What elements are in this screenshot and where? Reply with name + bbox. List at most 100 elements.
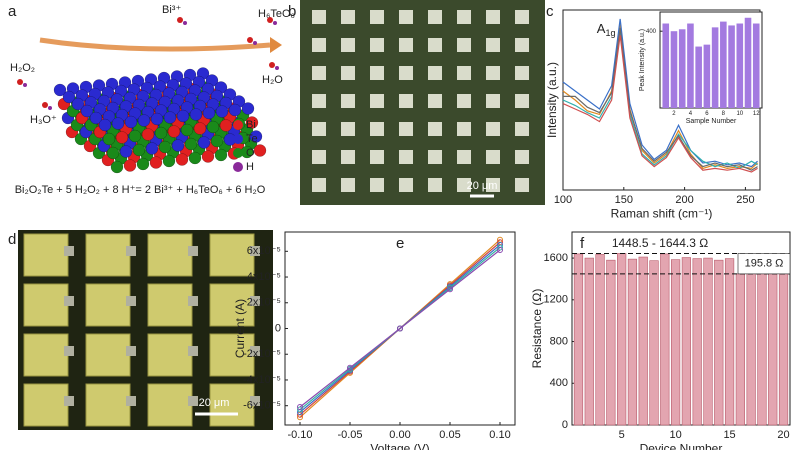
molecule	[177, 17, 183, 23]
atom	[214, 148, 228, 162]
square	[341, 150, 355, 164]
molecule	[17, 79, 23, 85]
bar	[728, 25, 735, 108]
pad	[209, 233, 255, 277]
x-axis-title: Raman shift (cm⁻¹)	[611, 206, 713, 220]
bar	[695, 46, 702, 108]
contact	[126, 346, 136, 356]
x-tick-label: 15	[723, 429, 735, 441]
square	[428, 66, 442, 80]
legend-swatch	[233, 120, 243, 130]
atom	[241, 102, 255, 115]
x-tick-label: 10	[669, 429, 681, 441]
square	[515, 122, 529, 136]
atom	[89, 111, 103, 125]
bar	[660, 253, 670, 426]
square	[515, 38, 529, 52]
x-tick-label: 10	[736, 111, 743, 117]
atom	[150, 112, 164, 126]
square	[457, 66, 471, 80]
micrograph-b	[300, 0, 545, 205]
x-axis-title: Sample Number	[686, 118, 737, 125]
square	[370, 94, 384, 108]
atom	[102, 132, 116, 146]
y-tick-label: 1200	[544, 294, 568, 306]
square	[399, 94, 413, 108]
x-tick-label: 150	[615, 194, 633, 206]
molecule	[275, 66, 279, 70]
atom	[62, 90, 76, 104]
molecule	[269, 62, 275, 68]
atom	[184, 137, 198, 151]
bar	[736, 23, 744, 108]
square	[399, 122, 413, 136]
bar	[724, 258, 735, 426]
atom	[123, 159, 137, 172]
square	[341, 66, 355, 80]
bar	[606, 259, 616, 426]
atom	[111, 117, 125, 130]
y-tick-label: 0	[562, 419, 568, 431]
marker	[497, 247, 503, 254]
square	[428, 150, 442, 164]
x-tick-label: 100	[554, 194, 572, 206]
x-tick-label: 6	[705, 111, 709, 117]
x-tick-label: 0.10	[489, 429, 510, 441]
pad	[209, 283, 255, 327]
y-tick-label: 1600	[544, 252, 568, 264]
atom	[119, 145, 133, 158]
molecule	[253, 41, 257, 45]
square	[428, 122, 442, 136]
pad	[85, 233, 131, 277]
square	[515, 150, 529, 164]
atom	[145, 142, 159, 155]
y-tick-label: -6x10⁻⁵	[243, 400, 281, 412]
atom	[132, 143, 146, 157]
panel-label: f	[580, 235, 585, 252]
species: H₂O₂	[10, 62, 35, 74]
square	[515, 66, 529, 80]
square	[312, 94, 326, 108]
pad	[23, 333, 69, 377]
square	[515, 178, 529, 192]
series-line	[562, 31, 758, 170]
marker	[397, 325, 403, 332]
y-tick-label: 0	[275, 322, 281, 334]
y-tick-label: -4x10⁻⁵	[243, 374, 281, 386]
square	[428, 38, 442, 52]
scale-label: 20 μm	[199, 397, 230, 409]
contact	[126, 396, 136, 406]
square	[341, 10, 355, 24]
pad	[147, 383, 193, 427]
atom	[176, 109, 190, 123]
atom	[128, 129, 142, 143]
legend-label: O	[246, 147, 255, 159]
bar	[768, 254, 778, 426]
square	[486, 10, 500, 24]
pad	[23, 383, 69, 427]
square	[457, 122, 471, 136]
square	[399, 10, 413, 24]
atom	[163, 111, 177, 124]
pad	[147, 333, 193, 377]
pad	[23, 233, 69, 277]
bar	[573, 253, 584, 426]
square	[312, 150, 326, 164]
pad	[147, 233, 193, 277]
bar	[617, 253, 627, 426]
atom	[201, 150, 215, 163]
pad	[147, 283, 193, 327]
bar	[649, 260, 659, 426]
legend-label: Bi	[246, 119, 256, 131]
panel-label: c	[546, 3, 554, 20]
equation: Bi₂O₂Te + 5 H₂O₂ + 8 H⁺= 2 Bi³⁺ + H₆TeO₆…	[15, 184, 266, 196]
contact	[126, 246, 136, 256]
legend-swatch	[233, 162, 243, 172]
x-tick-label: 2	[672, 111, 676, 117]
x-tick-label: 8	[722, 111, 726, 117]
pad-array	[23, 233, 260, 427]
molecule	[247, 37, 253, 43]
panel-label: d	[8, 231, 16, 248]
x-tick-label: 250	[736, 194, 754, 206]
square	[486, 178, 500, 192]
